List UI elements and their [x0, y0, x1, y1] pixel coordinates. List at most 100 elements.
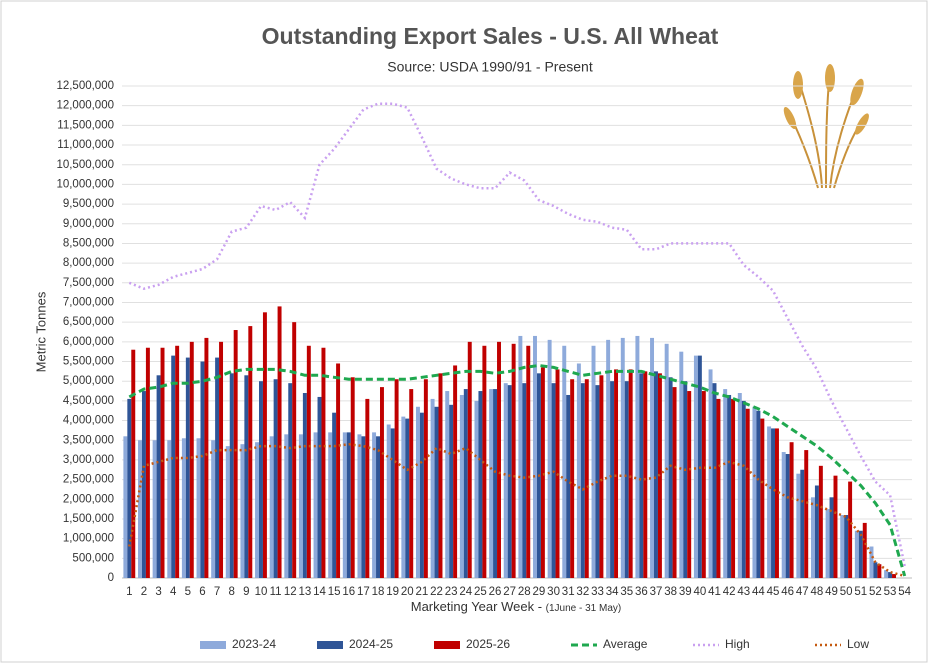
- y-tick-label: 10,500,000: [56, 159, 114, 171]
- bar: [497, 342, 501, 578]
- x-tick-label: 51: [854, 586, 867, 598]
- bar: [834, 476, 838, 578]
- x-tick-label: 53: [884, 586, 897, 598]
- bar: [449, 405, 453, 578]
- legend-label: Low: [847, 637, 869, 651]
- x-axis-title: Marketing Year Week -: [411, 599, 546, 614]
- bar: [830, 497, 834, 578]
- bar: [211, 440, 215, 578]
- bar: [533, 336, 537, 578]
- bar: [288, 383, 292, 578]
- bar: [475, 401, 479, 578]
- bar: [431, 399, 435, 578]
- x-tick-label: 36: [635, 586, 648, 598]
- bar: [731, 399, 735, 578]
- bar: [811, 497, 815, 578]
- bar: [401, 417, 405, 578]
- legend-label: 2025-26: [466, 637, 510, 651]
- bar: [314, 432, 318, 578]
- bar: [489, 389, 493, 578]
- x-tick-label: 48: [811, 586, 824, 598]
- bar: [800, 470, 804, 578]
- bar: [815, 486, 819, 578]
- x-tick-label: 38: [664, 586, 677, 598]
- y-tick-label: 10,000,000: [56, 178, 114, 190]
- y-tick-label: 12,000,000: [56, 100, 114, 112]
- bar: [493, 389, 497, 578]
- bar: [131, 350, 135, 578]
- y-tick-label: 4,000,000: [63, 415, 114, 427]
- x-tick-label: 30: [547, 586, 560, 598]
- bar: [270, 436, 274, 578]
- x-tick-label: 20: [401, 586, 414, 598]
- y-tick-label: 5,500,000: [63, 356, 114, 368]
- x-tick-label: 44: [752, 586, 765, 598]
- bar: [278, 306, 282, 578]
- bar: [840, 515, 844, 578]
- x-tick-label: 2: [141, 586, 147, 598]
- bar: [292, 322, 296, 578]
- y-tick-label: 0: [108, 572, 114, 584]
- y-tick-label: 9,000,000: [63, 218, 114, 230]
- bar: [255, 442, 259, 578]
- bar: [127, 399, 131, 578]
- bar: [679, 352, 683, 578]
- bar: [380, 387, 384, 578]
- x-tick-label: 41: [708, 586, 721, 598]
- x-tick-label: 5: [185, 586, 191, 598]
- bar: [171, 356, 175, 578]
- chart: Outstanding Export Sales - U.S. All Whea…: [0, 0, 930, 665]
- y-tick-label: 8,000,000: [63, 257, 114, 269]
- bar: [123, 436, 127, 578]
- bar: [439, 373, 443, 578]
- bar: [877, 564, 881, 578]
- bar: [508, 385, 512, 578]
- bar: [416, 407, 420, 578]
- x-tick-label: 15: [328, 586, 341, 598]
- bar: [230, 373, 234, 578]
- bar: [504, 383, 508, 578]
- x-tick-label: 22: [430, 586, 443, 598]
- x-tick-label: 3: [155, 586, 161, 598]
- bar: [562, 346, 566, 578]
- bar: [204, 338, 208, 578]
- bar: [372, 432, 376, 578]
- bar: [522, 383, 526, 578]
- bar: [197, 438, 201, 578]
- bar: [752, 407, 756, 578]
- bar: [478, 391, 482, 578]
- bar: [541, 367, 545, 578]
- y-tick-label: 9,500,000: [63, 198, 114, 210]
- x-tick-label: 29: [533, 586, 546, 598]
- y-tick-label: 7,500,000: [63, 277, 114, 289]
- bar: [756, 411, 760, 578]
- x-tick-label: 9: [243, 586, 249, 598]
- bar: [863, 523, 867, 578]
- x-axis-note: (1June - 31 May): [546, 603, 622, 614]
- bar: [157, 375, 161, 578]
- bar: [796, 474, 800, 578]
- x-tick-label: 33: [591, 586, 604, 598]
- bar: [592, 346, 596, 578]
- bar: [284, 434, 288, 578]
- x-tick-label: 12: [284, 586, 297, 598]
- bar: [585, 379, 589, 578]
- x-tick-label: 24: [459, 586, 472, 598]
- bar: [870, 547, 874, 578]
- x-tick-label: 54: [898, 586, 911, 598]
- legend-label: 2023-24: [232, 637, 276, 651]
- y-tick-label: 2,000,000: [63, 493, 114, 505]
- bar: [464, 389, 468, 578]
- y-tick-label: 11,500,000: [57, 119, 114, 131]
- bar: [639, 373, 643, 578]
- y-tick-label: 12,500,000: [56, 80, 114, 92]
- bar: [518, 336, 522, 578]
- bar: [321, 348, 325, 578]
- bar: [526, 346, 530, 578]
- bar: [468, 342, 472, 578]
- bar: [723, 389, 727, 578]
- bar: [826, 509, 830, 578]
- bar: [343, 432, 347, 578]
- x-tick-label: 49: [825, 586, 838, 598]
- bar: [548, 340, 552, 578]
